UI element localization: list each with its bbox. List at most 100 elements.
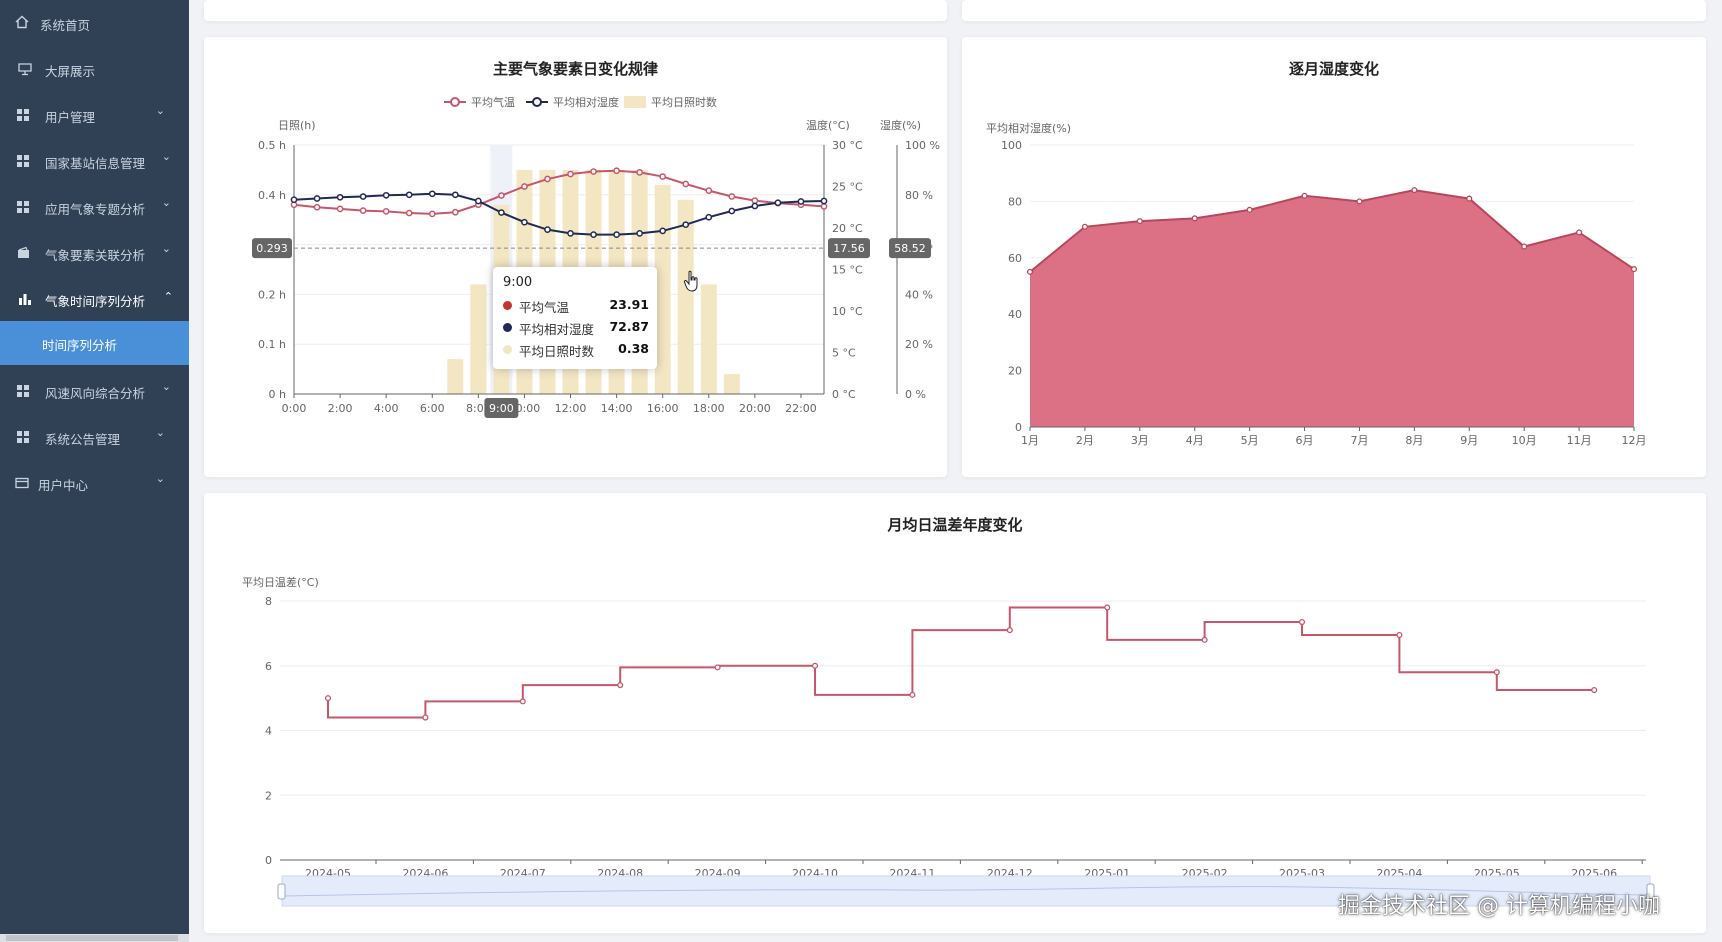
x-tick-label: 6:00 [420,402,445,415]
tooltip-time: 9:00 [503,275,533,290]
temperature-point [451,208,459,216]
temperature-point [636,169,644,176]
humidity-point [1630,266,1638,273]
temprange-point [1298,618,1306,626]
y-tick-label: 20 °C [832,222,863,235]
diurnal-chart[interactable]: 0 h0.1 h0.2 h0.3 h0.4 h0.5 h0 °C5 °C10 °… [204,37,947,477]
chevron-down-icon: ⌄ [161,380,171,393]
tooltip-value: 72.87 [609,319,649,334]
chart-title: 逐月湿度变化 [1288,60,1379,78]
tooltip-value: 23.91 [609,297,649,312]
x-tick-label: 2月 [1076,434,1094,447]
y-tick-label: 8 [265,595,272,608]
x-tick-label: 14:00 [601,402,633,415]
wallet-icon [18,246,29,258]
humidity-point [613,231,620,238]
x-tick-label: 8月 [1405,434,1423,447]
humidity-point [290,196,298,204]
tooltip-row: 平均日照时数 0.38 [503,340,651,359]
sidebar-item-label: 系统首页 [40,18,91,33]
humidity-point [705,213,713,221]
grid-icon [16,384,30,398]
x-tick-label: 10月 [1512,434,1537,447]
temprange-point [324,695,332,702]
humidity-point [1191,215,1198,222]
humidity-point [1521,243,1528,250]
sidebar-item-wind[interactable]: 风速风向综合分析 ⌄ [0,372,189,412]
x-tick-label: 12月 [1622,434,1647,447]
temperature-point [313,203,321,211]
sidebar-scrollbar[interactable] [0,934,189,942]
sidebar-item-timeseries[interactable]: 气象时间序列分析 ⌃ [0,280,189,320]
y-axis-title: 平均日温差(°C) [242,575,319,589]
sidebar-item-label: 气象要素关联分析 [45,248,146,263]
sidebar-item-users[interactable]: 用户管理 ⌄ [0,96,189,136]
humidity-line [293,192,825,236]
grid-icon [16,154,30,168]
temprange-point [1493,669,1500,676]
sidebar-item-home[interactable]: 系统首页 [0,4,189,44]
chevron-down-icon: ⌄ [155,426,165,439]
y-tick-label: 0 °C [832,388,856,401]
sidebar-item-notice[interactable]: 系统公告管理 ⌄ [0,418,189,458]
sidebar-item-stations[interactable]: 国家基站信息管理 ⌄ [0,142,189,182]
chart-title: 月均日温差年度变化 [887,516,1023,534]
y-tick-label: 40 % [905,288,933,301]
temprange-point [422,714,429,721]
temperature-point [544,175,551,183]
sidebar-subitem-timeseries-analysis[interactable]: 时间序列分析 [0,321,189,365]
temperature-point [428,210,436,218]
y-tick-label: 15 °C [832,264,863,277]
pointer-x-label-bg [484,398,519,418]
y-tick-label: 40 [1008,308,1022,321]
sun-bar [470,284,487,394]
humidity-point [682,221,690,229]
humidity-point [521,218,528,226]
monitor-icon [18,63,32,76]
humidity-point [1466,195,1473,202]
sidebar-item-bigscreen[interactable]: 大屏展示 [0,50,189,90]
temperature-point [659,173,667,180]
x-tick-label: 4月 [1186,434,1204,447]
chevron-down-icon: ⌄ [161,196,171,209]
temperature-point [405,209,413,217]
temperature-point [728,193,736,200]
sidebar-item-label: 用户中心 [38,478,89,493]
humidity-point [797,198,805,205]
temperature-point [567,170,574,178]
y-tick-label: 25 °C [832,181,863,194]
y-tick-label: 30 °C [832,139,863,152]
sidebar-item-usercenter[interactable]: 用户中心 ⌄ [0,464,189,504]
x-tick-label: 22:00 [785,402,817,415]
temperature-point [751,197,759,204]
humidity-point [1356,198,1363,205]
x-tick-label: 7月 [1350,434,1368,447]
grid-icon [16,200,30,214]
y-axis-title: 日照(h) [278,119,316,132]
home-icon [15,15,29,29]
sidebar-item-label: 大屏展示 [45,64,96,79]
y-tick-label: 0.4 h [258,189,286,202]
temperature-point [521,183,528,190]
temprange-point [519,698,526,705]
sidebar-item-correlation[interactable]: 气象要素关联分析 ⌄ [0,234,189,274]
humidity-point [544,226,551,234]
humidity-point [659,227,667,235]
humidity-chart[interactable]: 0 20 40 60 80 100 平均相对湿度(%) 1月 2月 3月 4月 5月 6月 7月 8月 9月 1… [962,37,1706,477]
y-axis-title: 湿度(%) [880,118,921,132]
temprange-point [909,691,916,698]
x-tick-label: 20:00 [739,402,771,415]
pointer-sun-label: 0.293 [256,242,288,255]
humidity-area [1030,190,1634,427]
sidebar-item-label: 风速风向综合分析 [45,386,146,401]
x-tick-label: 0:00 [282,402,307,415]
x-tick-label: 12:00 [555,402,587,415]
humidity-point [1081,223,1088,230]
y-axis-title: 温度(°C) [806,118,850,132]
chevron-down-icon: ⌄ [155,104,165,117]
temperature-line [293,169,825,215]
y-tick-label: 20 [1008,365,1022,378]
temperature-point [820,203,828,210]
sidebar-item-topics[interactable]: 应用气象专题分析 ⌄ [0,188,189,228]
